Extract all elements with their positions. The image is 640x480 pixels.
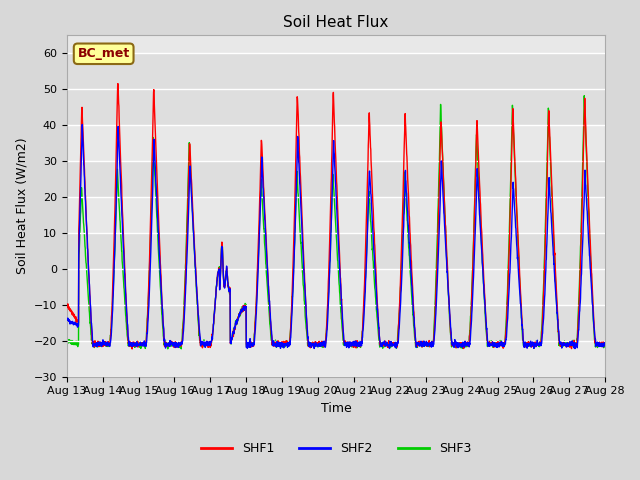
Line: SHF2: SHF2: [67, 125, 605, 348]
SHF2: [213, 278, 221, 284]
SHF2: [352, 340, 360, 346]
SHF3: [177, 346, 185, 352]
SHF3: [352, 342, 360, 348]
SHF1: [554, 320, 562, 325]
SHF1: [214, 274, 221, 280]
Bar: [67, 161, 605, 197]
Bar: [67, 305, 605, 341]
SHF1: [569, 340, 577, 346]
Line: SHF1: SHF1: [67, 84, 605, 349]
SHF2: [493, 343, 500, 348]
Bar: [67, 53, 605, 125]
SHF3: [580, 93, 588, 98]
SHF1: [352, 342, 360, 348]
SHF3: [602, 341, 609, 347]
SHF2: [63, 316, 70, 322]
Title: Soil Heat Flux: Soil Heat Flux: [284, 15, 388, 30]
SHF2: [602, 342, 609, 348]
SHF1: [602, 341, 609, 347]
SHF3: [63, 338, 70, 344]
Text: BC_met: BC_met: [77, 47, 130, 60]
SHF1: [493, 343, 500, 348]
SHF1: [128, 346, 136, 352]
SHF1: [364, 177, 371, 182]
SHF3: [554, 323, 562, 329]
Legend: SHF1, SHF2, SHF3: SHF1, SHF2, SHF3: [196, 437, 476, 460]
SHF2: [364, 231, 371, 237]
SHF2: [571, 346, 579, 351]
SHF2: [78, 122, 86, 128]
Y-axis label: Soil Heat Flux (W/m2): Soil Heat Flux (W/m2): [15, 138, 28, 274]
Line: SHF3: SHF3: [67, 96, 605, 349]
X-axis label: Time: Time: [321, 402, 351, 415]
Bar: [67, 233, 605, 269]
SHF3: [569, 342, 577, 348]
SHF3: [364, 230, 371, 236]
SHF2: [554, 317, 562, 323]
SHF1: [114, 81, 122, 86]
SHF2: [569, 341, 577, 347]
SHF3: [213, 275, 221, 281]
SHF3: [493, 342, 500, 348]
SHF1: [63, 301, 70, 307]
